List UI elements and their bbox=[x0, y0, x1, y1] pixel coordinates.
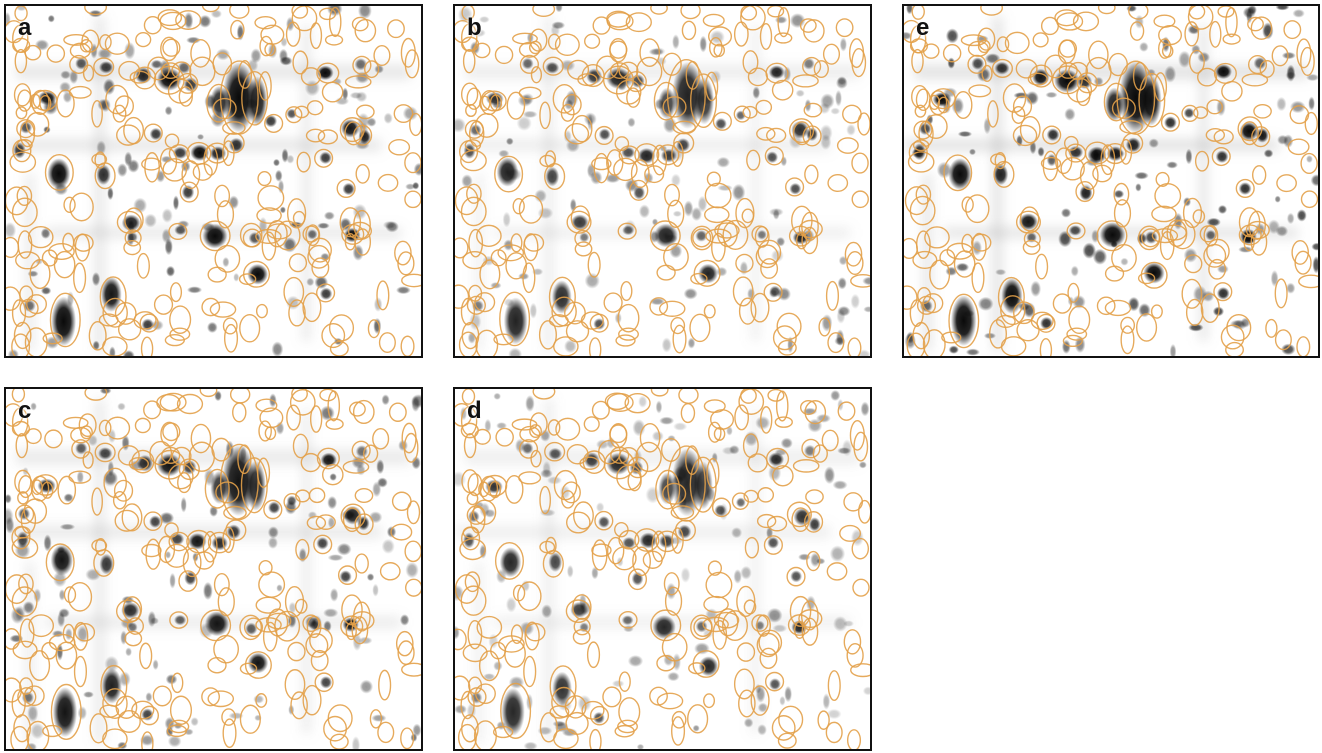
gel-image bbox=[6, 389, 421, 749]
gel-panel-c: c bbox=[4, 387, 423, 751]
panel-label: e bbox=[916, 14, 930, 41]
panel-label: c bbox=[18, 397, 32, 424]
panel-label: d bbox=[467, 397, 482, 424]
gel-panel-a: a bbox=[4, 4, 423, 358]
panel-label: a bbox=[18, 14, 32, 41]
gel-image bbox=[904, 6, 1318, 356]
panel-label: b bbox=[467, 14, 482, 41]
gel-image bbox=[455, 6, 870, 356]
gel-panel-b: b bbox=[453, 4, 872, 358]
gel-image bbox=[6, 6, 421, 356]
gel-panel-d: d bbox=[453, 387, 872, 751]
gel-image bbox=[455, 389, 870, 749]
gel-panel-e: e bbox=[902, 4, 1320, 358]
